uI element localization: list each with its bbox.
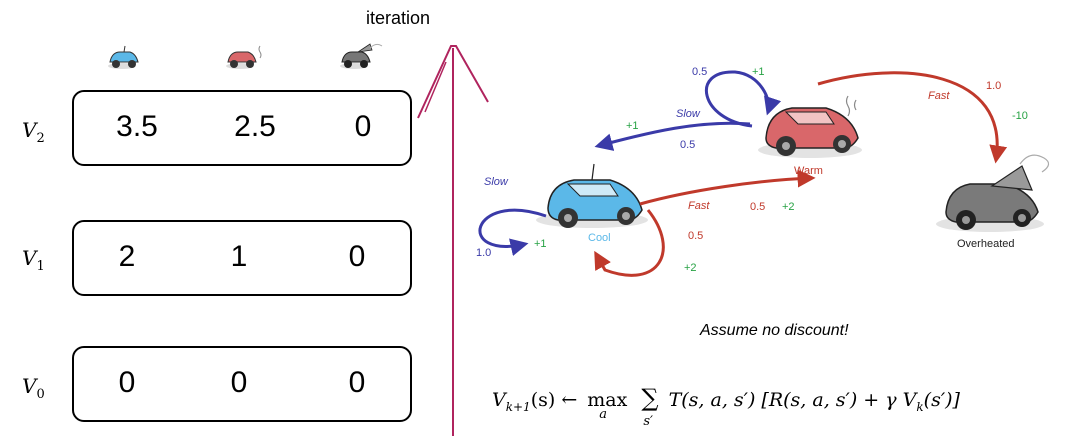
row-label-v0: V0: [22, 374, 45, 402]
edge-reward: +2: [684, 262, 697, 274]
edge-prob: 1.0: [986, 80, 1002, 92]
warm-car-icon: [226, 45, 262, 69]
edge-reward: +2: [782, 201, 795, 213]
value-row-v0: 0 0 0: [72, 346, 412, 422]
action-label-cool-fast: Fast: [688, 200, 710, 212]
row-label-v1: V1: [22, 246, 45, 274]
value-overheated: 0: [348, 240, 366, 273]
warm-slow-self-arrow: [705, 70, 782, 128]
warm-slow-to-cool-arrow: [594, 121, 751, 151]
edge-reward: +1: [626, 120, 639, 132]
value-warm: 0: [230, 366, 248, 399]
edge-prob: 0.5: [750, 201, 766, 213]
edge-prob: 0.5: [692, 66, 708, 78]
cool-fast-to-warm-arrow: [639, 169, 816, 206]
edge-prob: 1.0: [476, 247, 492, 259]
edge-prob: 0.5: [688, 230, 704, 242]
value-overheated: 0: [354, 110, 372, 143]
value-cool: 3.5: [116, 110, 158, 143]
action-label-cool-slow: Slow: [484, 176, 508, 188]
overheated-car-icon: [340, 43, 383, 69]
no-discount-note: Assume no discount!: [700, 322, 849, 339]
cool-fast-self-arrow: [594, 209, 665, 277]
state-label-warm: Warm: [794, 165, 823, 177]
edge-reward: +1: [752, 66, 765, 78]
iteration-label: iteration: [366, 8, 431, 28]
iteration-arrowhead: [417, 45, 489, 119]
value-warm: 1: [230, 240, 248, 273]
warm-fast-to-overheated-arrow: [817, 71, 1008, 164]
value-cool: 2: [118, 240, 136, 273]
warm-car: [758, 95, 862, 158]
car-icons-header: [108, 43, 383, 69]
state-label-overheated: Overheated: [957, 238, 1015, 250]
cool-car: [536, 163, 648, 228]
value-warm: 2.5: [234, 110, 276, 143]
value-row-v2: 3.5 2.5 0: [72, 90, 412, 166]
value-overheated: 0: [348, 366, 366, 399]
value-cool: 0: [118, 366, 136, 399]
cool-car-icon: [108, 45, 139, 69]
row-label-v2: V2: [22, 118, 45, 146]
action-label-warm-slow: Slow: [676, 108, 700, 120]
overheated-car: [936, 154, 1050, 232]
action-label-warm-fast: Fast: [928, 90, 950, 102]
edge-prob: 0.5: [680, 139, 696, 151]
state-label-cool: Cool: [588, 232, 611, 244]
bellman-update-formula: Vk+1(s) ← max a ∑ s′ T(s, a, s′) [R(s, a,…: [492, 384, 960, 429]
cool-slow-self-arrow: [478, 208, 547, 256]
edge-reward: -10: [1012, 110, 1028, 122]
value-row-v1: 2 1 0: [72, 220, 412, 296]
edge-reward: +1: [534, 238, 547, 250]
